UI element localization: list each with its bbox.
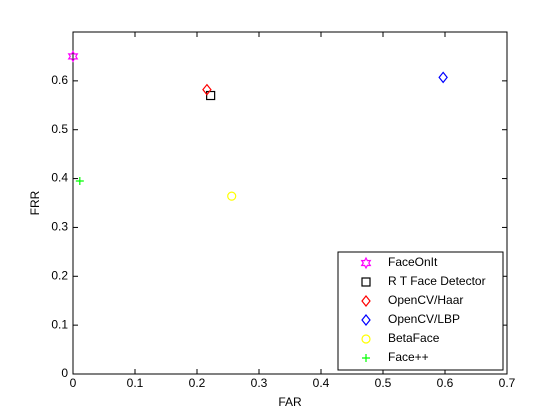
data-point	[438, 71, 448, 84]
x-tick-label: 0.3	[251, 376, 268, 390]
x-tick-label: 0.2	[189, 376, 206, 390]
y-tick-label: 0	[61, 366, 68, 380]
legend-label: Face++	[388, 350, 429, 364]
legend-marker	[360, 256, 372, 270]
data-point	[206, 90, 216, 101]
legend-box	[337, 251, 504, 371]
x-tick-label: 0	[70, 376, 77, 390]
legend-marker	[361, 277, 371, 287]
x-tick-label: 0.4	[313, 376, 330, 390]
data-point	[227, 191, 237, 201]
legend-label: FaceOnIt	[388, 255, 438, 269]
y-tick-label: 0.3	[51, 220, 68, 234]
data-point	[67, 50, 79, 63]
y-tick-label: 0.4	[51, 171, 68, 185]
legend-marker	[361, 295, 371, 307]
x-tick-label: 0.1	[127, 376, 144, 390]
legend-label: BetaFace	[388, 331, 440, 345]
y-tick-label: 0.1	[51, 317, 68, 331]
legend-marker	[361, 334, 371, 344]
legend-marker	[361, 314, 371, 326]
x-tick-label: 0.6	[437, 376, 454, 390]
data-point	[75, 177, 84, 186]
y-tick-label: 0.5	[51, 122, 68, 136]
legend-label: R T Face Detector	[388, 274, 486, 288]
y-tick-label: 0.6	[51, 73, 68, 87]
x-tick-label: 0.7	[499, 376, 516, 390]
x-axis-label: FAR	[278, 395, 302, 409]
data-point	[202, 83, 212, 96]
legend-label: OpenCV/Haar	[388, 293, 463, 307]
legend-marker	[362, 354, 370, 362]
y-axis-label: FRR	[28, 190, 42, 215]
y-tick-label: 0.2	[51, 268, 68, 282]
legend-label: OpenCV/LBP	[388, 312, 460, 326]
x-tick-label: 0.5	[375, 376, 392, 390]
plot-area	[72, 31, 508, 375]
